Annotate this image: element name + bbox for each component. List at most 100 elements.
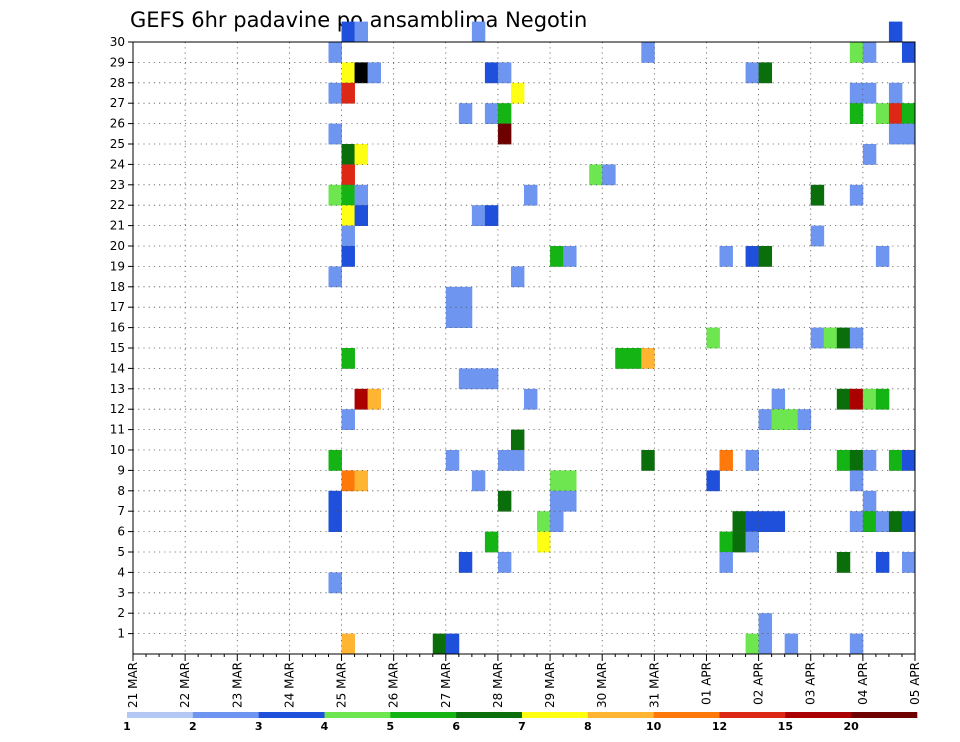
precip-cell [328,42,342,63]
precip-cell [341,21,355,43]
precip-cell [484,368,499,390]
precip-cell [875,103,890,124]
precip-cell [745,246,759,267]
precip-cell [849,82,864,104]
precip-cell [341,164,355,186]
precip-cell [328,511,342,532]
precip-cell [849,450,864,471]
precip-cell [328,184,342,206]
precip-cell [497,490,512,512]
precip-cell [484,531,499,553]
precip-cell [510,450,525,471]
precip-cell [524,388,538,410]
precip-cell [875,246,890,267]
x-tick-label: 22 MAR [178,662,192,708]
precip-cell [471,205,486,226]
legend-swatch [258,712,325,718]
legend-swatch [851,712,918,718]
precip-cell [862,144,877,165]
x-tick-label: 27 MAR [439,662,453,708]
precip-cell [758,62,773,84]
x-tick-label: 05 APR [908,662,922,705]
y-tick-label: 2 [117,606,125,620]
precip-cell [901,552,916,573]
grid-lines [133,42,915,654]
precip-cell [341,82,355,104]
precip-cell [901,103,916,124]
y-tick-label: 23 [110,178,125,192]
precip-cell [888,103,903,124]
legend-swatch [785,712,852,718]
precip-cell [849,633,864,655]
precip-cell [628,348,642,369]
precip-cell [745,531,759,553]
precip-cell [641,42,655,63]
y-tick-label: 20 [110,239,125,253]
precip-cell [849,470,864,492]
y-tick-label: 4 [117,565,125,579]
precip-cell [328,490,342,512]
precip-cell [849,388,864,410]
precip-cell [901,123,916,145]
y-tick-label: 14 [110,361,125,375]
precip-cell [862,490,877,512]
x-tick-label: 30 MAR [595,662,609,708]
x-tick-label: 25 MAR [335,662,349,708]
precip-cell [836,388,851,410]
precip-cell [875,511,890,532]
y-tick-label: 10 [110,443,125,457]
precip-cell [354,388,368,410]
precip-cell [771,409,786,430]
precip-cell [497,450,512,471]
y-tick-label: 29 [110,55,125,69]
y-tick-label: 3 [117,586,125,600]
y-tick-label: 6 [117,525,125,539]
x-axis: 21 MAR 22 MAR 23 MAR 24 MAR 25 MAR 26 MAR 27 M… [126,654,922,708]
precip-cell [888,21,903,43]
legend-label: 10 [646,720,662,733]
precip-cell [862,450,877,471]
precip-cell [758,409,773,430]
legend-swatch [192,712,259,718]
precip-cell [758,613,773,634]
precip-cell [810,327,825,349]
precip-cell [458,286,473,308]
precip-cell [836,327,851,349]
y-tick-label: 26 [110,117,125,131]
precip-cell [537,511,551,532]
y-tick-label: 17 [110,300,125,314]
legend-swatch [390,712,457,718]
precip-cell [445,450,460,471]
y-tick-label: 11 [110,423,125,437]
precip-cell [719,531,733,553]
precip-cell [758,246,773,267]
precip-cell [641,348,655,369]
x-tick-label: 23 MAR [230,662,244,708]
precip-cell [784,633,799,655]
precip-cell [849,511,864,532]
precip-cell [875,388,890,410]
legend-label: 12 [712,720,727,733]
precip-cell [328,82,342,104]
legend-swatch [456,712,523,718]
y-tick-label: 25 [110,137,125,151]
precip-cell [367,62,382,84]
precip-cell [341,633,355,655]
x-tick-label: 24 MAR [282,662,296,708]
precip-cell [771,511,786,532]
precip-cell [341,409,355,430]
precip-cell [862,388,877,410]
precip-cell [497,103,512,124]
precip-cell [432,633,447,655]
precip-cell [510,429,525,451]
precip-cell [328,572,342,594]
precip-cell [354,205,368,226]
x-tick-label: 31 MAR [647,662,661,708]
x-tick-label: 04 APR [856,662,870,705]
precip-cell [497,123,512,145]
precip-cell [484,62,499,84]
y-tick-label: 18 [110,280,125,294]
precip-cell [602,164,616,186]
precip-cell [341,205,355,226]
precip-cell [745,450,759,471]
